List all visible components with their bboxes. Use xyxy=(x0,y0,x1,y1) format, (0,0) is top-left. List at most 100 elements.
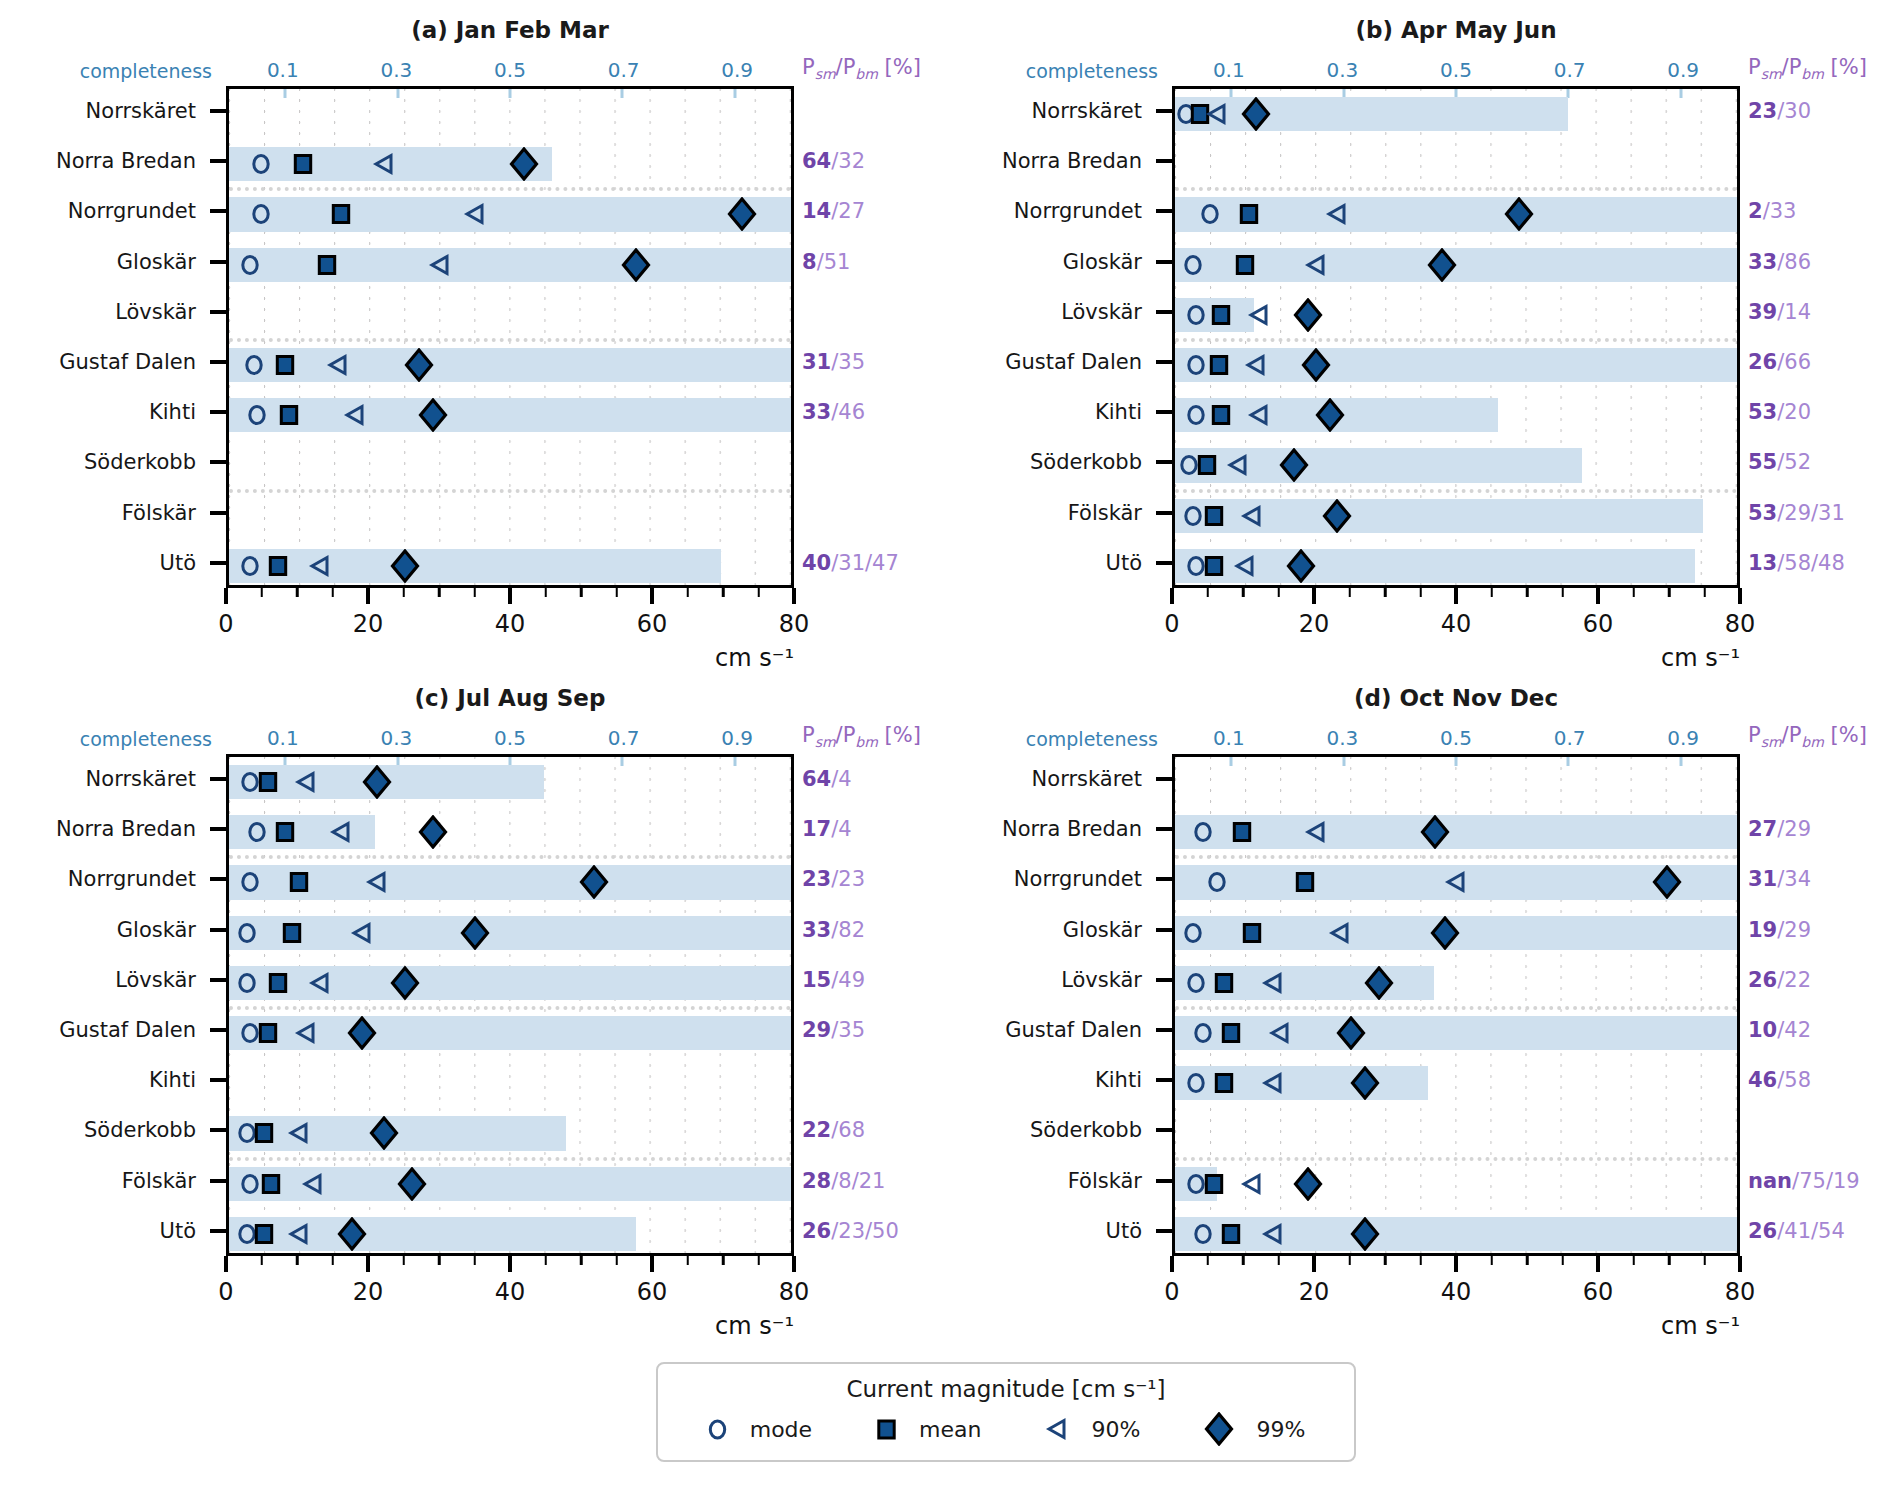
station-row xyxy=(229,290,791,340)
station-label-ut-: Utö xyxy=(946,1206,1172,1256)
station-row xyxy=(229,1108,791,1158)
x-minor-tick xyxy=(686,1256,689,1265)
x-minor-tick xyxy=(722,1256,725,1265)
panel-main: NorrskäretNorra BredanNorrgrundetGloskär… xyxy=(0,86,946,588)
station-row xyxy=(229,1008,791,1058)
completeness-tick-label: 0.3 xyxy=(380,726,412,750)
station-label-s-derkobb: Söderkobb xyxy=(946,437,1172,487)
x-minor-tick xyxy=(1277,588,1280,597)
legend-item-label: mean xyxy=(919,1417,981,1442)
mode-marker-icon xyxy=(1193,1022,1214,1045)
ratio-value: 28/8/21 xyxy=(794,1156,946,1206)
plot-area xyxy=(226,754,794,1256)
ratio-value-bold: 26 xyxy=(1748,350,1777,374)
mode-marker-icon xyxy=(240,871,261,894)
completeness-bar xyxy=(229,865,791,899)
y-tick-mark xyxy=(1156,877,1172,881)
ratio-value: 17/4 xyxy=(794,804,946,854)
completeness-tick-labels: 0.10.30.50.70.9 xyxy=(226,718,794,754)
p90-marker-icon xyxy=(1304,253,1328,277)
station-label-norrgrundet: Norrgrundet xyxy=(0,186,226,236)
completeness-bar xyxy=(229,916,791,950)
y-tick-mark xyxy=(1156,1179,1172,1183)
ratio-value: 26/22 xyxy=(1740,955,1892,1005)
station-row xyxy=(1175,757,1737,807)
completeness-tick-label: 0.7 xyxy=(608,58,640,82)
p99-marker-icon xyxy=(418,398,448,432)
p90-marker-icon xyxy=(1268,1021,1292,1045)
axis-spacer xyxy=(0,588,226,678)
panel-apr-may-jun: (b) Apr May Jun completeness 0.10.30.50.… xyxy=(946,10,1892,678)
x-minor-tick xyxy=(1277,1256,1280,1265)
axis-spacer xyxy=(794,588,946,678)
ratio-value xyxy=(794,437,946,487)
completeness-tick-labels: 0.10.30.50.70.9 xyxy=(1172,50,1740,86)
p90-marker-icon xyxy=(1233,554,1257,578)
ratio-value xyxy=(794,488,946,538)
completeness-tick-label: 0.5 xyxy=(494,726,526,750)
mean-marker-icon xyxy=(1210,303,1231,326)
mode-marker-icon xyxy=(240,253,261,276)
x-axis-row: 020406080cm s⁻¹ xyxy=(0,588,946,678)
station-row xyxy=(1175,340,1737,390)
station-label-glosk-r: Gloskär xyxy=(946,237,1172,287)
station-label-f-lsk-r: Fölskär xyxy=(0,488,226,538)
mean-marker-icon xyxy=(1221,1222,1242,1245)
p99-marker-icon xyxy=(418,815,448,849)
panel-title: (d) Oct Nov Dec xyxy=(946,678,1892,718)
x-axis-unit-label: cm s⁻¹ xyxy=(1661,1312,1740,1340)
mean-marker-icon xyxy=(317,253,338,276)
ratio-value: 31/34 xyxy=(1740,854,1892,904)
x-major-tick xyxy=(1312,1256,1316,1272)
y-tick-mark xyxy=(1156,1128,1172,1132)
station-row xyxy=(1175,807,1737,857)
x-minor-tick xyxy=(1703,1256,1706,1265)
mode-marker-icon xyxy=(250,203,271,226)
x-minor-tick xyxy=(296,1256,299,1265)
ratio-value xyxy=(1740,1105,1892,1155)
ratio-value-rest: /82 xyxy=(831,918,865,942)
ratio-value-column: 23/302/3333/8639/1426/6653/2055/5253/29/… xyxy=(1740,86,1892,588)
y-tick-mark xyxy=(1156,978,1172,982)
p90-marker-icon xyxy=(329,820,353,844)
completeness-tick-label: 0.1 xyxy=(1213,58,1245,82)
completeness-tick-label: 0.5 xyxy=(1440,58,1472,82)
p90-marker-icon xyxy=(365,870,389,894)
p90-marker-icon xyxy=(1304,820,1328,844)
ratio-value-rest: /30 xyxy=(1777,99,1811,123)
ratio-value-bold: 23 xyxy=(1748,99,1777,123)
ratio-value xyxy=(794,86,946,136)
p90-marker-icon xyxy=(294,1021,318,1045)
x-minor-tick xyxy=(402,1256,405,1265)
legend-item-label: 90% xyxy=(1091,1417,1140,1442)
ratio-value: 26/66 xyxy=(1740,337,1892,387)
y-tick-mark xyxy=(1156,561,1172,565)
completeness-tick-label: 0.5 xyxy=(1440,726,1472,750)
ratio-value-rest: /34 xyxy=(1777,867,1811,891)
station-label-l-vsk-r: Lövskär xyxy=(946,955,1172,1005)
completeness-tick-label: 0.9 xyxy=(1667,58,1699,82)
p99-marker-icon xyxy=(404,348,434,382)
x-tick-label: 60 xyxy=(1583,1278,1614,1306)
station-label-kihti: Kihti xyxy=(0,1055,226,1105)
p90-marker-icon xyxy=(294,770,318,794)
p99-marker-icon xyxy=(621,248,651,282)
y-tick-mark xyxy=(1156,109,1172,113)
y-tick-mark xyxy=(1156,360,1172,364)
station-label-norrsk-ret: Norrskäret xyxy=(946,754,1172,804)
x-minor-tick xyxy=(1348,588,1351,597)
ratio-value: 26/23/50 xyxy=(794,1206,946,1256)
p90-marker-icon xyxy=(1045,1417,1069,1441)
station-label-norrgrundet: Norrgrundet xyxy=(0,854,226,904)
ratio-value-rest: /4 xyxy=(831,817,851,841)
mean-marker-icon xyxy=(275,821,296,844)
mean-marker-icon xyxy=(254,1122,275,1145)
station-row xyxy=(1175,1108,1737,1158)
x-major-tick xyxy=(1454,588,1458,604)
station-row xyxy=(229,390,791,440)
p99-marker-icon xyxy=(397,1167,427,1201)
ratio-value: 33/86 xyxy=(1740,237,1892,287)
station-row xyxy=(229,908,791,958)
y-tick-mark xyxy=(210,877,226,881)
ratio-value-rest: /4 xyxy=(831,767,851,791)
